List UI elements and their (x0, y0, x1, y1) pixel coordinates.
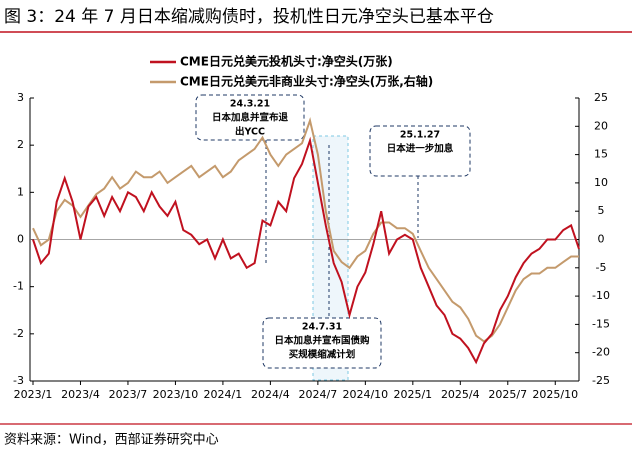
ann-box (369, 125, 471, 177)
y2-tick-label: -25 (592, 374, 610, 387)
annotation: 日本加息并宣布国债购 (274, 335, 370, 347)
y2-tick-label: -20 (592, 346, 610, 359)
annotation: 出YCC (235, 126, 265, 138)
ann-box (195, 94, 305, 141)
x-tick-label: 2025/4 (441, 388, 480, 401)
x-tick-label: 2023/10 (153, 388, 199, 401)
y-tick-label: 1 (17, 185, 24, 198)
legend-label: CME日元兑美元投机头寸:净空头(万张) (180, 54, 393, 69)
x-tick-label: 2023/4 (61, 388, 100, 401)
annotation: 日本进一步加息 (387, 143, 454, 155)
y-tick-label: -2 (13, 327, 24, 340)
y2-tick-label: 15 (594, 148, 608, 161)
chart-title: 图 3：24 年 7 月日本缩减购债时，投机性日元净空头已基本平仓 (4, 7, 494, 27)
x-tick-label: 2025/1 (393, 388, 432, 401)
y-tick-label: 3 (17, 91, 24, 104)
x-tick-label: 2025/7 (488, 388, 527, 401)
x-tick-label: 2024/10 (342, 388, 388, 401)
annotation: 24.7.31 (302, 322, 342, 333)
y2-tick-label: 20 (594, 119, 608, 132)
y2-tick-label: 10 (594, 176, 608, 189)
x-tick-label: 2024/1 (204, 388, 243, 401)
annotation: 日本加息并宣布退 (212, 112, 289, 124)
y2-tick-label: 0 (598, 233, 605, 246)
y-tick-label: -3 (13, 374, 24, 387)
x-tick-label: 2023/1 (14, 388, 53, 401)
y-tick-label: -1 (13, 280, 24, 293)
x-tick-label: 2023/7 (109, 388, 148, 401)
y-tick-label: 2 (17, 138, 24, 151)
y2-tick-label: -15 (592, 317, 610, 330)
y2-tick-label: 5 (598, 204, 605, 217)
x-tick-label: 2025/10 (532, 388, 578, 401)
ann-box (262, 317, 382, 369)
annotation: 24.3.21 (230, 99, 270, 110)
source: 资料来源：Wind，西部证券研究中心 (4, 432, 219, 448)
annotation: 买规模缩减计划 (289, 349, 356, 361)
y-tick-label: 0 (17, 233, 24, 246)
annotation: 25.1.27 (400, 130, 440, 141)
y2-tick-label: 25 (594, 91, 608, 104)
y2-tick-label: -10 (592, 289, 610, 302)
legend-label: CME日元兑美元非商业头寸:净空头(万张,右轴) (180, 74, 433, 89)
x-tick-label: 2024/4 (251, 388, 290, 401)
series-line (32, 136, 580, 365)
y2-tick-label: -5 (596, 261, 607, 274)
x-tick-label: 2024/7 (299, 388, 338, 401)
